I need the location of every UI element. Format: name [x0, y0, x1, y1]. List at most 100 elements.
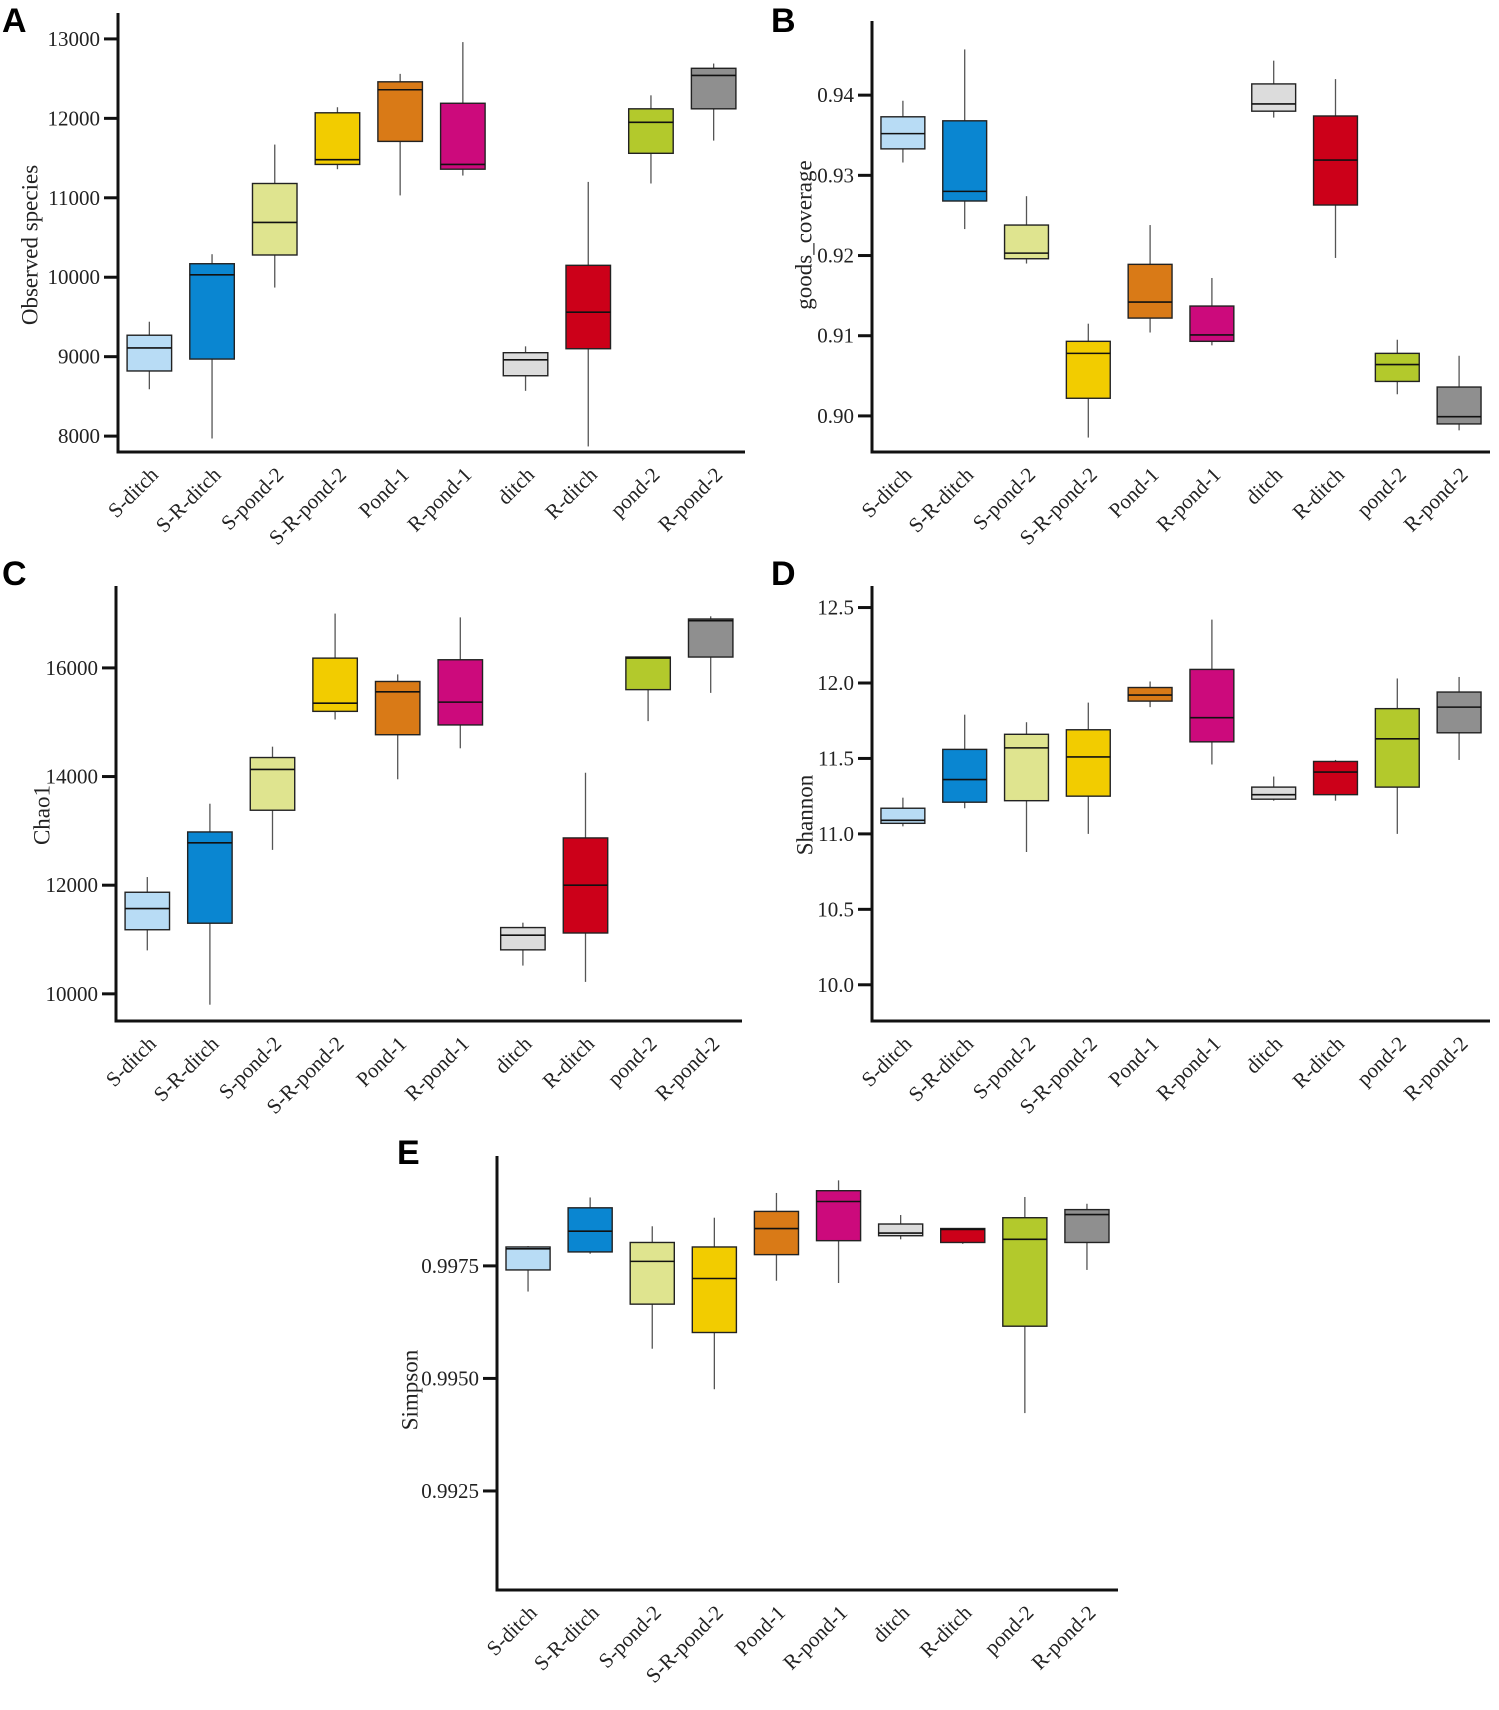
panel-e-simpson: E 0.9925 0.9950 0.9975 Simpson S-ditchS-R-dit…: [397, 1134, 1118, 1688]
box-iqr: [251, 182, 298, 256]
panel-letter: D: [771, 555, 796, 593]
box-iqr: [627, 108, 674, 155]
box-iqr: [505, 1246, 551, 1271]
box-pond-2: [627, 95, 674, 184]
box-s-pond-2: [251, 144, 298, 288]
box-r-ditch: [940, 1227, 986, 1244]
box-s-ditch: [880, 797, 926, 827]
y-tick-label: 0.92: [817, 244, 854, 268]
y-axis-title: Shannon: [792, 774, 817, 855]
box-s-r-pond-2: [1065, 323, 1111, 438]
category-label-r-pond-1: R-pond-1: [402, 463, 476, 537]
box-r-pond-1: [1189, 619, 1235, 765]
category-label-s-ditch: S-ditch: [857, 1031, 917, 1091]
category-label-ditch: ditch: [490, 1031, 537, 1078]
category-label-s-r-ditch: S-R-ditch: [904, 462, 979, 537]
y-tick-label: 10000: [46, 982, 99, 1006]
y-tick-label: 12.5: [817, 596, 854, 620]
panel-b-goods-coverage: B 0.90 0.91 0.92 0.93 0.94 goods_coverage S-dit…: [771, 2, 1490, 550]
category-label-pond-2: pond-2: [605, 463, 664, 522]
box-iqr: [374, 680, 421, 736]
box-iqr: [815, 1190, 862, 1242]
box-s-r-pond-2: [312, 613, 359, 720]
box-iqr: [565, 264, 612, 350]
box-r-pond-1: [815, 1180, 862, 1283]
box-s-ditch: [124, 877, 171, 951]
box-iqr: [1312, 760, 1359, 796]
box-s-r-ditch: [942, 49, 988, 230]
box-iqr: [1127, 263, 1173, 319]
box-pond-2: [625, 656, 672, 722]
box-s-ditch: [126, 321, 173, 390]
category-label-ditch: ditch: [1241, 462, 1288, 509]
panel-letter: C: [2, 555, 27, 593]
box-iqr: [1189, 305, 1235, 343]
box-iqr: [377, 81, 424, 143]
panel-letter: A: [2, 2, 27, 40]
box-pond-1: [377, 73, 424, 196]
box-iqr: [691, 1246, 738, 1334]
box-pond-1: [1127, 681, 1173, 708]
box-s-ditch: [880, 100, 926, 163]
box-iqr: [314, 112, 361, 166]
category-label-r-pond-1: R-pond-1: [400, 1032, 474, 1106]
y-tick-label: 10.0: [817, 973, 854, 997]
box-s-r-ditch: [186, 803, 233, 1005]
category-label-r-pond-2: R-pond-2: [650, 1032, 724, 1106]
category-label-r-pond-1: R-pond-1: [1152, 1032, 1226, 1106]
y-tick-label: 13000: [48, 27, 101, 51]
y-tick-label: 11.0: [818, 822, 854, 846]
box-r-pond-2: [690, 63, 737, 141]
category-label-r-ditch: R-ditch: [1288, 1031, 1350, 1093]
box-iqr: [877, 1223, 924, 1237]
box-ditch: [502, 346, 549, 391]
box-iqr: [1002, 1217, 1048, 1327]
box-iqr: [1003, 733, 1050, 802]
y-tick-label: 9000: [58, 345, 100, 369]
box-r-ditch: [565, 181, 612, 447]
category-label-r-ditch: R-ditch: [1288, 462, 1350, 524]
y-tick-label: 12000: [46, 873, 99, 897]
box-iqr: [690, 67, 737, 110]
box-iqr: [625, 656, 672, 691]
y-tick-label: 14000: [46, 765, 99, 789]
box-pond-1: [374, 674, 421, 780]
box-ditch: [877, 1215, 924, 1240]
category-label-s-r-ditch: S-R-ditch: [151, 462, 226, 537]
box-ditch: [499, 922, 546, 966]
category-label-s-r-ditch: S-R-ditch: [529, 1600, 604, 1675]
box-iqr: [124, 891, 171, 931]
category-label-r-ditch: R-ditch: [538, 1031, 600, 1093]
box-iqr: [1374, 707, 1420, 788]
box-iqr: [940, 1227, 986, 1244]
box-iqr: [189, 263, 236, 360]
box-iqr: [567, 1207, 613, 1253]
box-iqr: [1436, 691, 1482, 734]
box-iqr: [502, 352, 549, 377]
y-axis-title: Observed species: [17, 165, 42, 325]
box-s-pond-2: [1003, 196, 1050, 264]
box-r-ditch: [1312, 79, 1359, 258]
box-iqr: [126, 334, 173, 372]
y-tick-label: 0.93: [817, 163, 854, 187]
box-s-r-pond-2: [314, 107, 361, 170]
box-s-r-pond-2: [1065, 702, 1111, 834]
box-ditch: [1251, 776, 1297, 801]
box-iqr: [753, 1210, 800, 1256]
box-iqr: [249, 756, 296, 811]
y-tick-label: 12000: [48, 106, 101, 130]
y-tick-label: 0.91: [817, 324, 854, 348]
y-tick-label: 8000: [58, 424, 100, 448]
box-pond-2: [1002, 1197, 1048, 1414]
box-iqr: [1251, 786, 1297, 800]
category-label-r-pond-2: R-pond-2: [1027, 1601, 1101, 1675]
box-pond-1: [753, 1192, 800, 1281]
box-iqr: [687, 618, 734, 658]
box-iqr: [437, 659, 484, 726]
category-label-pond-2: pond-2: [979, 1601, 1038, 1660]
panel-letter: E: [397, 1134, 420, 1172]
box-iqr: [186, 831, 233, 924]
y-tick-label: 0.9925: [421, 1479, 479, 1503]
box-r-ditch: [1312, 759, 1359, 801]
box-ditch: [1251, 60, 1297, 118]
